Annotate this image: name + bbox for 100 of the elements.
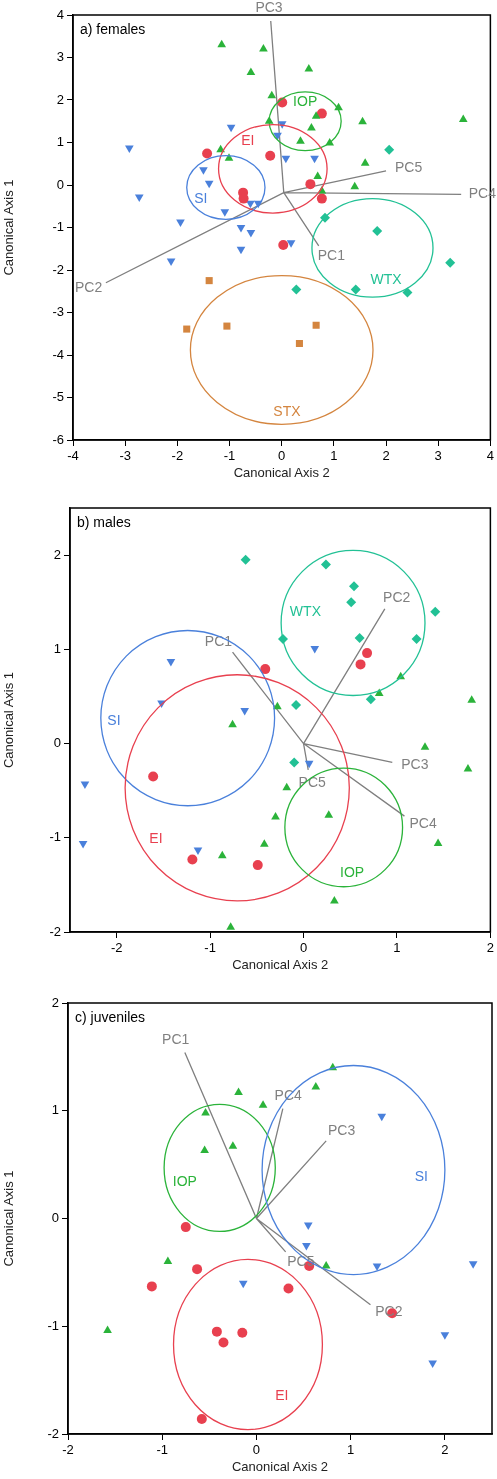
point: [468, 1261, 478, 1269]
point: [148, 771, 159, 782]
x-tick-label: -3: [119, 448, 131, 464]
point: [355, 659, 366, 670]
y-tick-label: -2: [52, 261, 64, 277]
point: [307, 123, 316, 131]
y-tick-label: -1: [47, 1317, 59, 1333]
annotation: PC2: [383, 588, 411, 605]
point: [259, 839, 269, 847]
annotation: PC1: [162, 1031, 190, 1048]
point: [384, 144, 395, 155]
text: SI: [414, 1168, 428, 1185]
point: [238, 1280, 248, 1289]
point: [211, 1326, 222, 1337]
y-tick-label: -1: [52, 219, 64, 235]
point: [289, 757, 300, 768]
series-label: WTX: [370, 270, 403, 287]
y-tick-label: 0: [56, 176, 64, 192]
y-tick-label: 2: [53, 546, 61, 562]
point: [295, 339, 303, 348]
point: [223, 322, 231, 330]
series-label: IOP: [340, 864, 365, 881]
x-tick-label: 0: [252, 1442, 261, 1458]
point: [201, 1107, 210, 1116]
series-label: WTX: [289, 602, 322, 619]
point: [310, 155, 319, 164]
point: [354, 633, 365, 644]
point: [205, 277, 213, 285]
point: [316, 193, 327, 204]
point: [236, 246, 246, 255]
point: [226, 124, 236, 133]
point: [180, 1222, 191, 1233]
point: [258, 1100, 268, 1108]
point: [420, 742, 430, 750]
point: [283, 1283, 294, 1294]
point: [134, 194, 144, 202]
y-tick-label: 4: [56, 6, 64, 22]
x-tick-label: -1: [204, 940, 216, 956]
point: [146, 1281, 157, 1292]
point: [291, 284, 302, 295]
y-tick-label: -2: [49, 923, 61, 939]
chart-title: b) males: [77, 513, 131, 530]
x-tick-label: 0: [299, 940, 308, 956]
point: [346, 597, 357, 608]
x-axis-title: Canonical Axis 2: [232, 956, 329, 972]
point: [296, 136, 305, 144]
point: [311, 111, 321, 119]
point: [228, 719, 237, 728]
x-tick-label: 1: [347, 1442, 355, 1458]
annotation: PC4: [409, 814, 437, 831]
y-tick-label: -6: [52, 431, 64, 447]
point: [358, 116, 367, 125]
point: [348, 581, 359, 592]
point: [281, 155, 291, 164]
point: [365, 694, 376, 705]
point: [372, 225, 383, 236]
chart-title: c) juveniles: [75, 1008, 146, 1025]
point: [458, 114, 468, 123]
point: [286, 240, 296, 248]
point: [237, 1327, 248, 1338]
point: [304, 760, 314, 769]
annotation: PC5: [394, 159, 423, 176]
point: [183, 325, 191, 333]
point: [467, 695, 477, 703]
point: [350, 284, 361, 295]
y-tick-label: 0: [51, 1210, 59, 1226]
point: [433, 838, 443, 846]
point: [463, 764, 473, 772]
point: [273, 132, 282, 141]
y-tick-label: -1: [49, 829, 61, 845]
point: [236, 225, 246, 233]
annotation: PC3: [255, 0, 283, 15]
point: [196, 1413, 207, 1424]
x-tick-label: -1: [156, 1442, 168, 1458]
y-tick-label: 2: [56, 91, 64, 107]
point: [362, 648, 373, 659]
series-label: EI: [241, 132, 255, 149]
x-tick-label: 0: [278, 448, 286, 464]
annotation: PC1: [317, 247, 346, 264]
y-tick-label: 1: [53, 640, 61, 656]
text: SI: [107, 711, 121, 728]
y-axis-title: Canonical Axis 1: [1, 671, 17, 769]
point: [312, 321, 320, 329]
point: [240, 554, 251, 565]
point: [302, 1242, 311, 1251]
x-axis-title: Canonical Axis 2: [231, 1458, 329, 1474]
point: [360, 158, 370, 166]
point: [192, 1264, 203, 1275]
point: [310, 645, 320, 654]
point: [234, 1087, 243, 1095]
x-tick-label: 4: [486, 448, 494, 464]
point: [428, 1360, 437, 1368]
point: [271, 812, 280, 820]
y-tick-label: -2: [47, 1425, 59, 1441]
point: [320, 559, 331, 570]
point: [265, 150, 276, 161]
point: [226, 922, 236, 930]
x-tick-label: 3: [434, 448, 442, 464]
point: [204, 180, 214, 189]
text: STX: [273, 403, 302, 420]
